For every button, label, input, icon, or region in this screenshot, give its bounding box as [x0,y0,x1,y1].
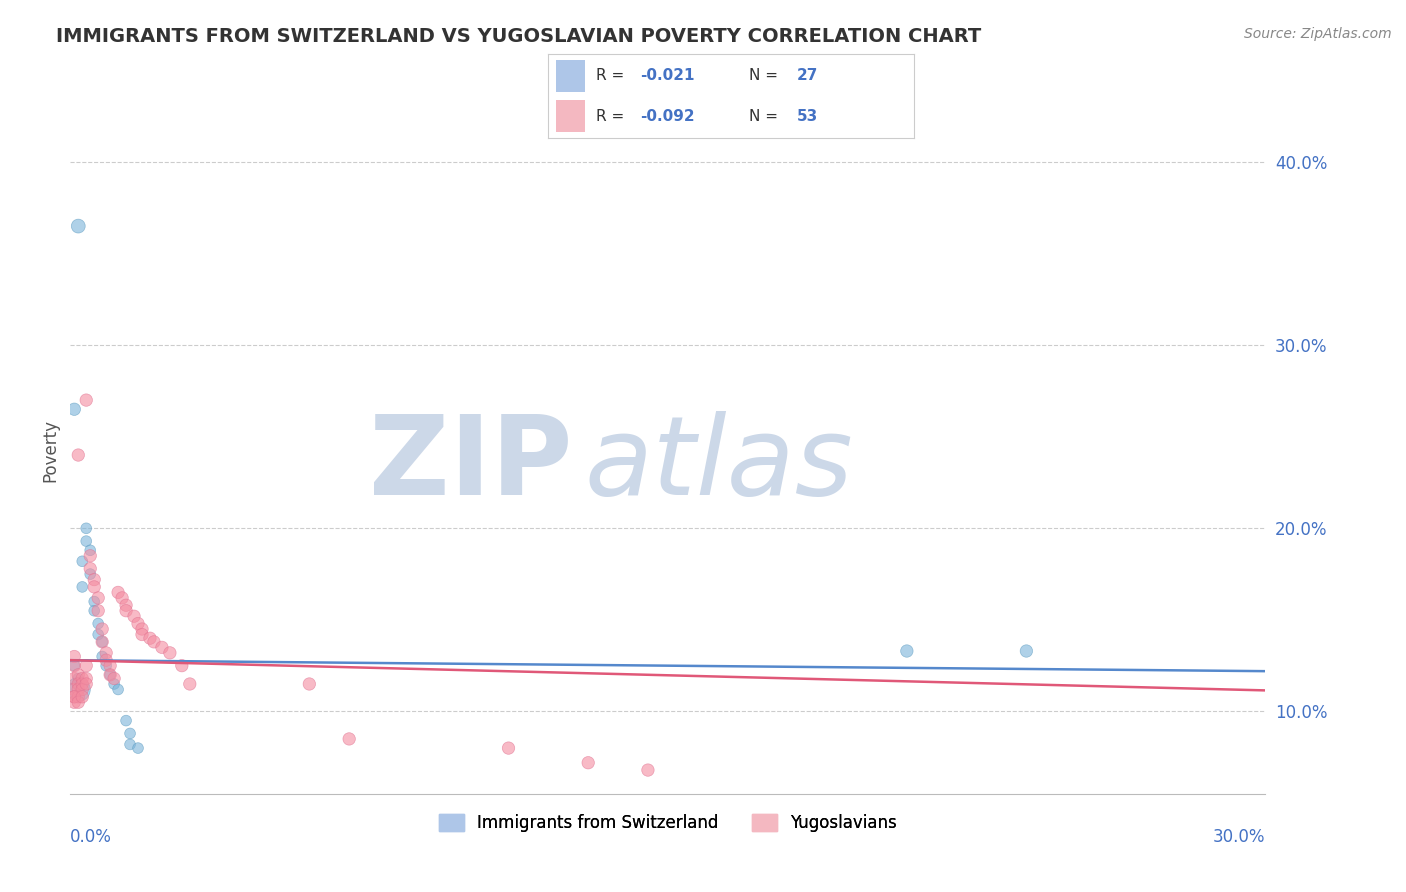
Point [298,677,321,691]
Point [63,402,86,417]
Y-axis label: Poverty: Poverty [41,419,59,482]
Text: R =: R = [596,68,628,83]
Point [67,695,90,709]
Point [75,677,97,691]
Point [70,677,93,691]
Text: 0.0%: 0.0% [70,828,112,847]
Point [91,649,114,664]
Text: -0.092: -0.092 [640,109,695,124]
Point [87,604,110,618]
Point [67,219,90,233]
Point [70,682,93,697]
Point [96,658,117,673]
Point [63,649,86,664]
Text: atlas: atlas [585,410,853,517]
Point [91,635,114,649]
Point [96,646,117,660]
Point [98,658,121,673]
Point [63,658,86,673]
Point [120,726,141,740]
Point [67,668,90,682]
Point [131,622,153,636]
Text: R =: R = [596,109,628,124]
Point [75,521,97,535]
Point [576,756,599,770]
Legend: Immigrants from Switzerland, Yugoslavians: Immigrants from Switzerland, Yugoslavian… [430,805,905,840]
Point [70,672,93,686]
Point [1015,644,1038,658]
Text: -0.021: -0.021 [640,68,695,83]
Point [70,690,93,704]
Point [139,631,162,645]
Point [98,668,121,682]
Point [107,585,129,599]
Point [143,635,166,649]
Point [131,627,153,641]
Bar [555,100,585,132]
Point [79,549,101,563]
Point [179,677,201,691]
Point [127,741,149,756]
Point [111,591,134,605]
Point [63,695,86,709]
Point [103,677,125,691]
Point [637,763,659,777]
Point [107,682,129,697]
Text: 30.0%: 30.0% [1213,828,1265,847]
Point [896,644,918,658]
Bar [555,60,585,92]
Point [115,604,138,618]
Point [98,668,121,682]
Point [159,646,181,660]
Point [498,741,520,756]
Point [79,561,101,575]
Point [79,543,101,558]
Point [67,682,90,697]
Point [91,622,114,636]
Point [83,594,105,608]
Text: 27: 27 [797,68,818,83]
Point [96,653,117,667]
Point [115,599,138,613]
Text: ZIP: ZIP [368,410,572,517]
Point [103,672,125,686]
Text: N =: N = [749,109,783,124]
Point [63,682,86,697]
Point [83,573,105,587]
Point [67,677,90,691]
Point [337,731,360,746]
Point [83,580,105,594]
Point [70,554,93,568]
Point [75,658,97,673]
Point [170,658,193,673]
Point [67,677,90,691]
Point [150,640,173,655]
Point [127,616,149,631]
Point [67,682,90,697]
Point [63,672,86,686]
Point [91,635,114,649]
Point [75,672,97,686]
Point [115,714,138,728]
Point [63,658,86,673]
Point [63,690,86,704]
Point [83,604,105,618]
Point [70,580,93,594]
Text: IMMIGRANTS FROM SWITZERLAND VS YUGOSLAVIAN POVERTY CORRELATION CHART: IMMIGRANTS FROM SWITZERLAND VS YUGOSLAVI… [56,27,981,45]
Point [63,690,86,704]
Text: Source: ZipAtlas.com: Source: ZipAtlas.com [1244,27,1392,41]
Point [87,616,110,631]
Point [75,393,97,408]
Point [122,609,145,624]
Point [67,448,90,462]
Point [120,738,141,752]
Point [87,591,110,605]
Point [79,567,101,582]
Text: N =: N = [749,68,783,83]
Point [67,672,90,686]
Point [87,627,110,641]
Point [75,534,97,549]
Text: 53: 53 [797,109,818,124]
Point [67,690,90,704]
